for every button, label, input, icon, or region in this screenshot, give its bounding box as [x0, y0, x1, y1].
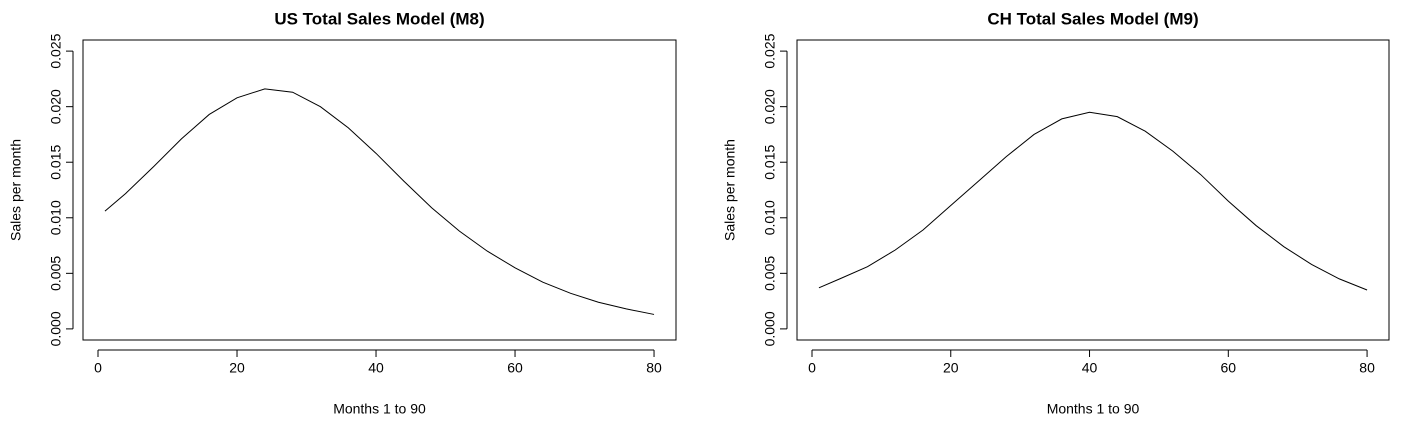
x-tick-label: 0: [808, 360, 816, 376]
y-tick-label: 0.025: [48, 33, 64, 68]
y-tick-label: 0.010: [48, 200, 64, 235]
y-tick-label: 0.015: [762, 144, 778, 179]
chart-title: CH Total Sales Model (M9): [987, 9, 1198, 28]
y-tick-label: 0.010: [762, 200, 778, 235]
x-tick-label: 80: [646, 360, 662, 376]
x-tick-label: 60: [1221, 360, 1237, 376]
y-tick-label: 0.000: [48, 311, 64, 346]
y-tick-label: 0.015: [48, 144, 64, 179]
plot-box: [796, 39, 1390, 341]
x-tick-label: 0: [94, 360, 102, 376]
data-line: [104, 88, 655, 315]
x-tick-label: 20: [943, 360, 959, 376]
y-tick-label: 0.000: [762, 311, 778, 346]
plot-box: [82, 39, 677, 341]
y-axis-label: Sales per month: [8, 139, 24, 241]
x-axis-label: Months 1 to 90: [1047, 401, 1140, 417]
y-axis-label: Sales per month: [722, 139, 738, 241]
y-tick-label: 0.005: [48, 256, 64, 291]
y-tick-label: 0.025: [762, 33, 778, 68]
x-tick-label: 20: [229, 360, 245, 376]
data-line: [818, 111, 1368, 291]
chart-title: US Total Sales Model (M8): [274, 9, 484, 28]
y-tick-label: 0.020: [762, 89, 778, 124]
y-tick-label: 0.005: [762, 256, 778, 291]
x-tick-label: 60: [507, 360, 523, 376]
x-tick-label: 80: [1359, 360, 1375, 376]
x-tick-label: 40: [368, 360, 384, 376]
y-tick-label: 0.020: [48, 89, 64, 124]
x-tick-label: 40: [1082, 360, 1098, 376]
x-axis-label: Months 1 to 90: [333, 401, 426, 417]
